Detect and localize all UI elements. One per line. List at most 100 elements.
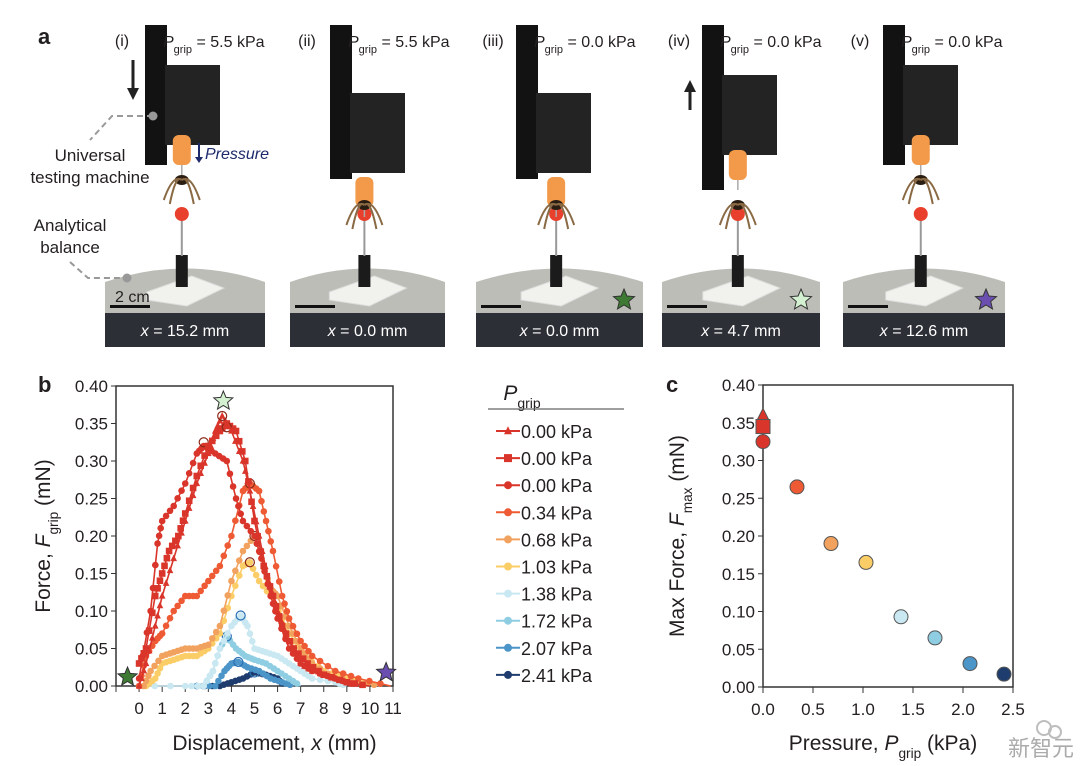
pressure-label: Pressure (205, 146, 269, 163)
legend-label: 0.68 kPa (521, 530, 593, 550)
x-tick-label: 10 (360, 699, 379, 718)
axis-title: Max Force, Fmax (mN) (666, 435, 695, 637)
data-point (212, 660, 219, 667)
data-point (244, 622, 251, 630)
series-2-07-kPa-8 (193, 656, 294, 690)
legend-item: 1.38 kPa (496, 585, 593, 605)
displacement-caption-bar (290, 313, 445, 347)
data-point (156, 577, 164, 584)
axis-title: Force, Fgrip (mN) (32, 459, 61, 612)
x-tick-label: 0.0 (751, 700, 775, 719)
data-point (269, 547, 277, 555)
data-point (181, 480, 189, 487)
y-tick-label: 0.35 (75, 415, 108, 434)
data-point (301, 642, 308, 650)
scatter-point (789, 479, 805, 495)
data-point (185, 504, 193, 511)
data-point (309, 664, 317, 671)
data-point (275, 578, 283, 585)
data-point (212, 567, 220, 575)
data-point (168, 542, 176, 550)
data-point (197, 462, 205, 470)
star-marker-icon (974, 287, 998, 310)
x-tick-label: 8 (319, 699, 328, 718)
y-tick-label: 0.25 (722, 489, 755, 508)
data-point (158, 630, 166, 637)
testing-machine-column (883, 25, 905, 165)
data-point (201, 452, 208, 459)
data-point (289, 622, 297, 630)
y-tick-label: 0.15 (75, 565, 108, 584)
axis-title: Pressure, Pgrip (kPa) (789, 732, 977, 761)
data-point (151, 662, 158, 670)
data-point (209, 667, 217, 675)
data-point (162, 622, 170, 630)
scatter-point (755, 419, 771, 435)
data-point (174, 602, 181, 610)
data-point (197, 587, 205, 595)
data-point (208, 572, 216, 580)
data-point (283, 608, 291, 615)
data-point (235, 557, 243, 564)
data-point (222, 417, 229, 424)
data-point (156, 601, 164, 609)
data-point (242, 467, 249, 474)
data-point (262, 562, 269, 570)
data-point (268, 587, 275, 594)
data-point (232, 427, 240, 435)
data-point (316, 669, 324, 677)
needle-hub (175, 255, 188, 287)
data-point (246, 558, 254, 566)
target-ball (913, 207, 928, 221)
legend: Pgrip 0.00 kPa 0.00 kPa 0.00 kPa 0.34 kPa 0.6… (488, 382, 624, 686)
photo-frame-4: x = 4.7 mm (iv) Pgrip = 0.0 kPa (662, 25, 822, 347)
displacement-readout: x = 0.0 mm (327, 323, 408, 340)
testing-machine-column (145, 25, 167, 165)
data-point (178, 487, 185, 495)
legend-item: 0.00 kPa (496, 422, 593, 442)
data-point (162, 512, 170, 520)
data-point (347, 679, 355, 687)
star-marker-icon (612, 287, 636, 310)
data-point (170, 607, 178, 615)
data-point (239, 448, 246, 455)
data-point (154, 611, 161, 619)
x-tick-label: 7 (296, 699, 305, 718)
data-point (252, 571, 260, 579)
data-point (155, 657, 162, 665)
data-point (188, 682, 195, 690)
x-tick-label: 2 (181, 699, 190, 718)
data-point (140, 650, 148, 657)
data-point (205, 442, 212, 450)
y-tick-label: 0.30 (75, 452, 108, 471)
data-point (235, 502, 242, 510)
syringe-tip (911, 135, 930, 165)
data-point (162, 579, 170, 586)
data-point (224, 592, 232, 599)
balance-callout-dot (122, 273, 132, 283)
data-point (271, 597, 278, 605)
data-point (224, 542, 232, 549)
panel-letter-b: b (38, 372, 51, 397)
machine-label-line2: testing machine (30, 168, 149, 187)
arrow-up-icon (684, 80, 696, 110)
legend-item: 0.34 kPa (496, 503, 593, 523)
data-point (220, 637, 228, 645)
legend-label: 2.07 kPa (521, 639, 593, 659)
data-point (211, 682, 219, 690)
data-point (293, 680, 301, 687)
data-point (278, 617, 285, 624)
data-point (289, 644, 297, 652)
legend-title: Pgrip (503, 382, 541, 411)
data-point (225, 422, 232, 429)
data-point (355, 675, 362, 682)
data-point (331, 674, 339, 682)
scale-bar (848, 305, 888, 308)
y-tick-label: 0.10 (75, 602, 108, 621)
data-point (339, 670, 347, 677)
displacement-caption-bar (843, 313, 1005, 347)
displacement-readout: x = 4.7 mm (700, 323, 781, 340)
star-annotation-icon (212, 389, 235, 411)
data-point (246, 630, 254, 637)
series-0-00-kPa-0 (135, 410, 359, 689)
